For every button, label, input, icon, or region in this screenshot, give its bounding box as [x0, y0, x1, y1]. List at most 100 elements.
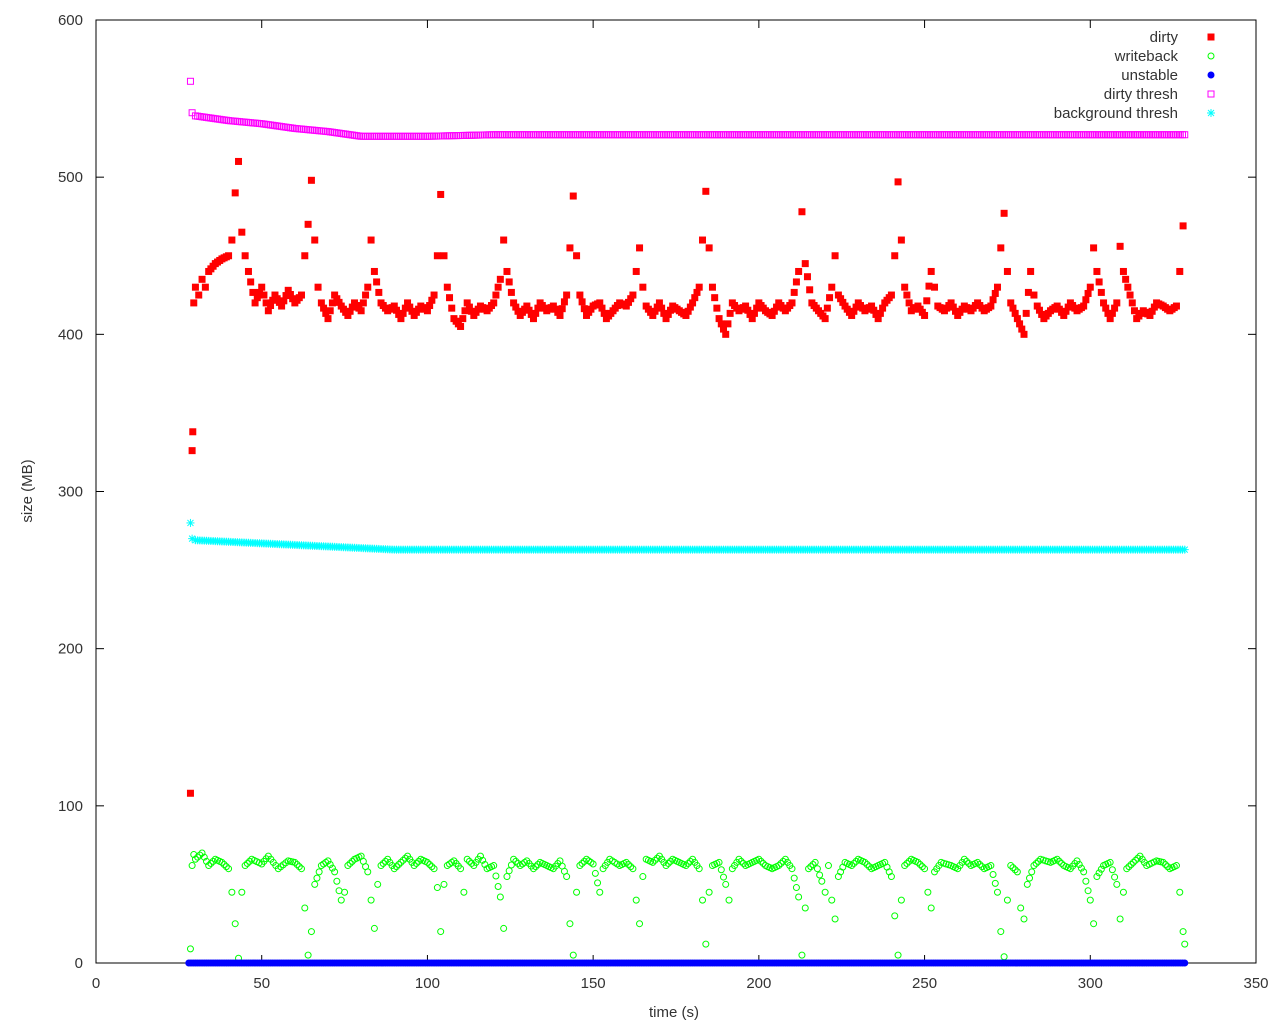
- data-point: [326, 307, 334, 315]
- data-point: [724, 131, 732, 139]
- data-point: [1122, 131, 1130, 139]
- data-point: [1020, 915, 1028, 923]
- data-point: [457, 865, 465, 873]
- x-tick-label: 0: [92, 975, 100, 992]
- data-point: [1148, 307, 1156, 315]
- data-point: [1126, 291, 1134, 299]
- data-point: [918, 131, 926, 139]
- data-point: [720, 131, 728, 139]
- data-point: [792, 278, 800, 286]
- data-point: [993, 888, 1001, 896]
- data-point: [870, 306, 878, 314]
- data-point: [421, 132, 429, 140]
- data-point: [788, 865, 796, 873]
- data-point: [512, 131, 520, 139]
- data-point: [1024, 288, 1032, 296]
- data-point: [201, 283, 209, 291]
- data-point: [1129, 131, 1137, 139]
- data-point: [377, 132, 385, 140]
- data-point: [190, 299, 198, 307]
- data-point: [196, 851, 204, 859]
- data-point: [1086, 283, 1094, 291]
- data-point: [1009, 131, 1017, 139]
- data-point: [632, 896, 640, 904]
- data-point: [304, 220, 312, 228]
- data-point: [952, 307, 960, 315]
- data-point: [1172, 862, 1180, 870]
- data-point: [894, 951, 902, 959]
- data-point: [1009, 864, 1017, 872]
- data-point: [188, 447, 196, 455]
- data-point: [702, 187, 710, 195]
- data-point: [426, 132, 434, 140]
- data-point: [757, 131, 765, 139]
- data-point: [560, 298, 568, 306]
- data-point: [499, 131, 507, 139]
- data-point: [636, 131, 644, 139]
- data-point: [188, 534, 197, 543]
- data-point: [901, 131, 909, 139]
- data-point: [753, 131, 761, 139]
- data-point: [1146, 311, 1154, 319]
- data-point: [560, 131, 568, 139]
- y-tick-label: 600: [58, 12, 83, 29]
- data-point: [295, 863, 303, 871]
- data-point: [426, 861, 434, 869]
- data-point: [1174, 131, 1182, 139]
- data-point: [1033, 302, 1041, 310]
- data-point: [1033, 131, 1041, 139]
- data-point: [457, 132, 465, 140]
- data-point: [390, 132, 398, 140]
- data-point: [726, 309, 734, 317]
- data-point: [779, 131, 787, 139]
- data-point: [189, 428, 197, 436]
- data-point: [649, 858, 657, 866]
- data-point: [1030, 862, 1038, 870]
- data-point: [821, 131, 829, 139]
- data-point: [401, 132, 409, 140]
- data-point: [1080, 131, 1088, 139]
- data-point: [459, 131, 467, 139]
- data-point: [289, 295, 297, 303]
- data-point: [437, 190, 445, 198]
- data-point: [286, 291, 294, 299]
- data-point: [1113, 880, 1121, 888]
- data-point: [1108, 866, 1116, 874]
- data-point: [404, 299, 412, 307]
- data-point: [598, 131, 606, 139]
- data-point: [947, 299, 955, 307]
- data-point: [669, 131, 677, 139]
- data-point: [1120, 131, 1128, 139]
- data-point: [346, 307, 354, 315]
- data-point: [699, 896, 707, 904]
- data-point: [627, 295, 635, 303]
- data-point: [225, 865, 233, 873]
- data-point: [523, 302, 531, 310]
- data-point: [768, 311, 776, 319]
- data-point: [653, 131, 661, 139]
- data-point: [655, 131, 663, 139]
- data-point: [914, 858, 922, 866]
- data-point: [1069, 131, 1077, 139]
- data-point: [602, 131, 610, 139]
- data-point: [708, 283, 716, 291]
- data-point: [370, 267, 378, 275]
- data-point: [326, 861, 334, 869]
- data-point: [1132, 856, 1140, 864]
- data-point: [507, 131, 515, 139]
- data-point: [284, 286, 292, 294]
- data-point: [437, 132, 445, 140]
- x-tick-label: 200: [746, 975, 771, 992]
- data-point: [675, 131, 683, 139]
- data-point: [195, 291, 203, 299]
- data-point: [258, 283, 266, 291]
- data-point: [647, 131, 655, 139]
- data-point: [1018, 131, 1026, 139]
- data-point: [894, 178, 902, 186]
- data-point: [1040, 131, 1048, 139]
- data-point: [440, 880, 448, 888]
- data-point: [490, 299, 498, 307]
- data-point: [578, 859, 586, 867]
- data-point: [976, 131, 984, 139]
- data-point: [580, 857, 588, 865]
